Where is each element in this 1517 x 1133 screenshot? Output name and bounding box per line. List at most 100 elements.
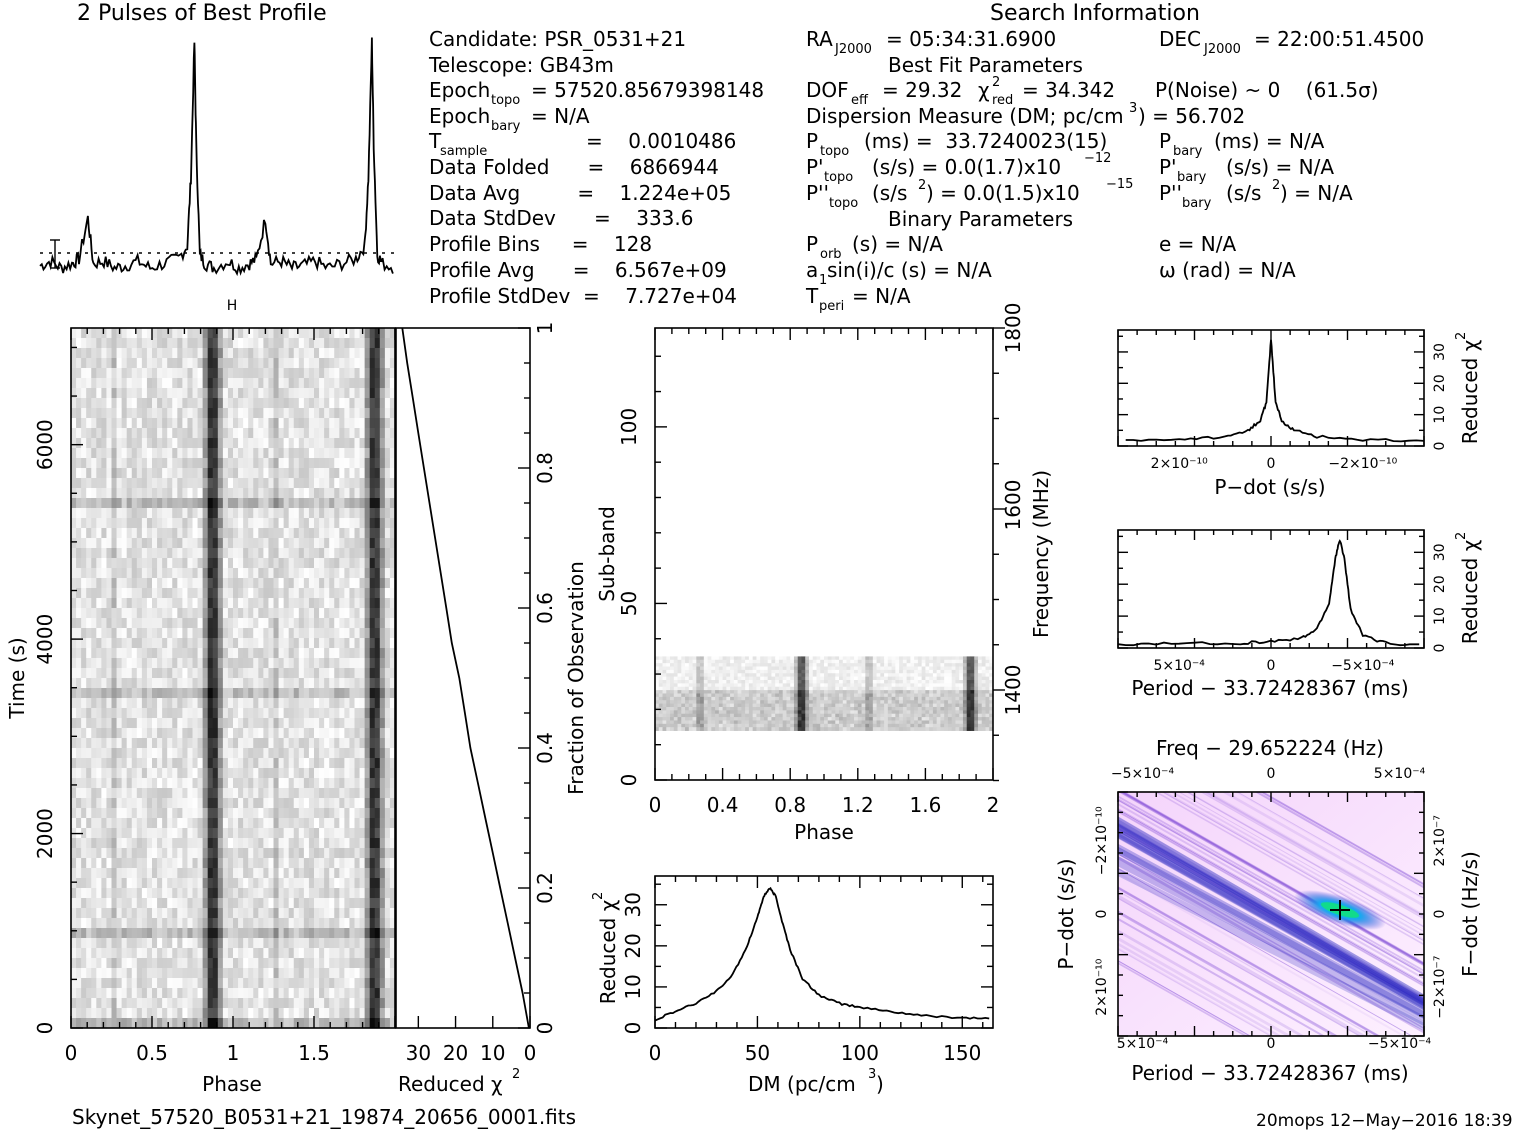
heatmap-cell [222, 418, 229, 429]
heatmap-cell [202, 678, 209, 689]
heatmap-cell [212, 908, 219, 919]
heatmap-cell [389, 568, 395, 579]
heatmap-cell [303, 968, 310, 979]
heatmap-cell [76, 548, 82, 559]
heatmap-cell [288, 588, 295, 599]
heatmap-cell [106, 928, 112, 939]
heatmap-cell [227, 778, 234, 789]
heatmap-cell [86, 378, 92, 389]
heatmap-cell [805, 659, 810, 664]
heatmap-cell [227, 818, 234, 829]
heatmap-cell [268, 618, 274, 629]
heatmap-cell [217, 768, 224, 779]
heatmap-cell [86, 788, 92, 799]
heatmap-cell [314, 938, 320, 949]
heatmap-cell [962, 663, 968, 667]
heatmap-cell [273, 488, 279, 499]
heatmap-cell [278, 548, 285, 559]
heatmap-cell [172, 498, 178, 509]
heatmap-cell [116, 878, 123, 889]
heatmap-cell [293, 668, 300, 679]
heatmap-cell [187, 528, 193, 539]
heatmap-cell [157, 918, 163, 929]
heatmap-cell [278, 528, 285, 539]
heatmap-cell [212, 638, 219, 649]
heatmap-cell [369, 588, 376, 599]
heatmap-cell [344, 948, 350, 959]
heatmap-cell [111, 578, 117, 589]
heatmap-cell [202, 498, 209, 509]
heatmap-cell [227, 588, 234, 599]
heatmap-cell [152, 888, 158, 899]
heatmap-cell [96, 468, 102, 479]
heatmap-cell [374, 418, 381, 429]
heatmap-cell [722, 659, 727, 664]
heatmap-cell [162, 398, 168, 409]
heatmap-cell [212, 868, 219, 879]
heatmap-cell [278, 518, 285, 529]
heatmap-cell [929, 659, 934, 664]
heatmap-cell [827, 656, 832, 661]
heatmap-cell [111, 478, 117, 489]
heatmap-cell [76, 798, 82, 809]
heatmap-cell [793, 656, 799, 661]
heatmap-cell [207, 698, 214, 709]
heatmap-cell [329, 378, 335, 389]
heatmap-cell [187, 908, 193, 919]
heatmap-cell [959, 656, 964, 661]
heatmap-cell [797, 659, 802, 664]
heatmap-cell [793, 666, 799, 671]
heatmap-cell [187, 798, 193, 809]
heatmap-cell [126, 678, 133, 689]
heatmap-cell [233, 958, 239, 969]
heatmap-cell [91, 838, 97, 849]
heatmap-cell [131, 898, 138, 909]
heatmap-cell [273, 868, 279, 879]
heatmap-cell [771, 656, 776, 661]
heatmap-cell [298, 848, 305, 859]
heatmap-cell [344, 978, 350, 989]
heatmap-cell [116, 838, 123, 849]
heatmap-cell [81, 578, 87, 589]
heatmap-cell [167, 928, 173, 939]
heatmap-cell [96, 688, 102, 699]
ra-line: RA J2000 = 05:34:31.6900 [806, 27, 1056, 57]
heatmap-cell [167, 428, 173, 439]
heatmap-cell [238, 528, 244, 539]
heatmap-cell [177, 858, 183, 869]
heatmap-cell [172, 508, 178, 519]
heatmap-cell [222, 588, 229, 599]
heatmap-cell [389, 628, 395, 639]
heatmap-cell [222, 768, 229, 779]
heatmap-cell [197, 548, 204, 559]
heatmap-cell [131, 488, 138, 499]
heatmap-cell [369, 478, 376, 489]
heatmap-cell [334, 518, 340, 529]
heatmap-cell [748, 659, 754, 664]
heatmap-cell [359, 868, 366, 879]
heatmap-cell [157, 548, 163, 559]
heatmap-cell [141, 568, 148, 579]
heatmap-cell [359, 988, 366, 999]
heatmap-cell [197, 758, 204, 769]
heatmap-cell [217, 918, 224, 929]
heatmap-cell [359, 978, 366, 989]
heatmap-cell [233, 598, 239, 609]
heatmap-cell [258, 708, 264, 719]
heatmap-cell [192, 628, 198, 639]
heatmap-cell [136, 578, 143, 589]
heatmap-cell [314, 448, 320, 459]
heatmap-cell [182, 778, 188, 789]
heatmap-cell [222, 868, 229, 879]
heatmap-cell [384, 1018, 391, 1028]
heatmap-cell [374, 858, 381, 869]
heatmap-cell [96, 508, 102, 519]
profile-stddev-line: Profile StdDev = 7.727e+04 [429, 284, 737, 308]
heatmap-cell [233, 978, 239, 989]
heatmap-cell [243, 408, 249, 419]
heatmap-cell [162, 678, 168, 689]
heatmap-cell [197, 988, 204, 999]
heatmap-cell [71, 348, 77, 359]
heatmap-cell [369, 398, 376, 409]
heatmap-cell [293, 398, 300, 409]
